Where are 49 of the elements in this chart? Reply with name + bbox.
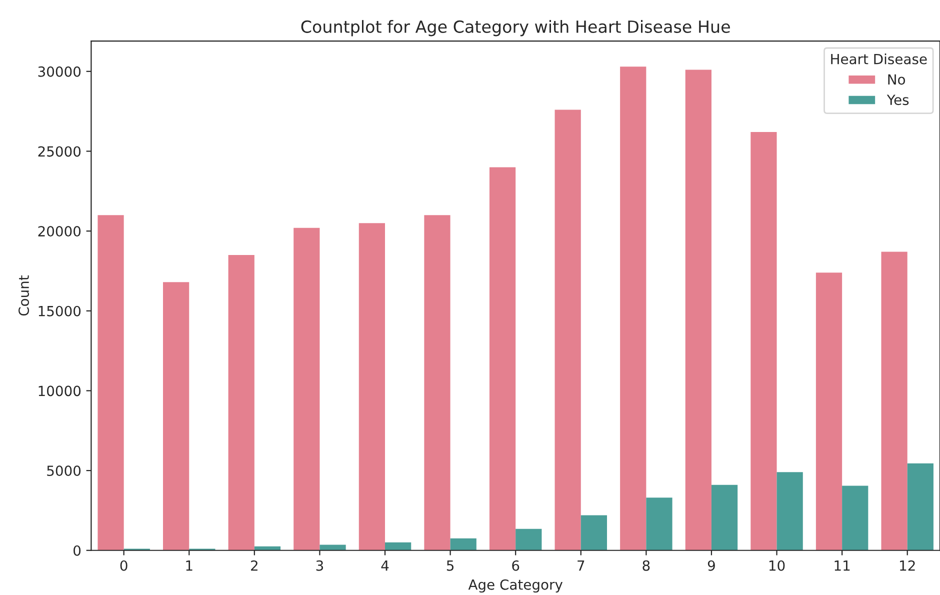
bar <box>620 66 646 550</box>
y-tick-label: 25000 <box>38 146 81 157</box>
x-tick-label: 6 <box>512 560 520 571</box>
x-tick-label: 5 <box>446 560 454 571</box>
x-tick-label: 11 <box>834 560 850 571</box>
y-tick-label: 5000 <box>47 466 81 476</box>
x-tick-label: 12 <box>900 560 915 571</box>
bar <box>450 538 476 550</box>
bar <box>711 484 738 550</box>
y-tick-label: 0 <box>74 545 81 556</box>
bar <box>842 486 868 550</box>
bar <box>358 223 385 550</box>
y-tick-label: 15000 <box>38 306 81 316</box>
bar <box>750 132 777 550</box>
x-tick-label: 1 <box>186 560 192 571</box>
bar <box>320 544 346 550</box>
x-tick-label: 3 <box>316 560 324 571</box>
legend-title: Heart Disease <box>831 54 927 64</box>
bar <box>646 498 672 550</box>
y-tick-label: 20000 <box>38 226 81 237</box>
bar <box>424 215 450 550</box>
x-tick-label: 9 <box>708 560 715 571</box>
legend-label: No <box>888 74 906 85</box>
x-tick-label: 7 <box>578 560 584 571</box>
bar <box>516 528 542 550</box>
bar <box>228 255 254 550</box>
y-axis-title: Count <box>18 275 30 316</box>
bar <box>294 228 320 550</box>
bar <box>816 272 842 550</box>
bar <box>907 463 934 550</box>
bar <box>580 515 607 550</box>
bar <box>489 167 516 550</box>
bar <box>776 472 803 550</box>
x-tick-label: 8 <box>642 560 650 571</box>
bar <box>98 215 124 550</box>
x-tick-label: 4 <box>381 560 389 571</box>
chart-title: Countplot for Age Category with Heart Disease Hue <box>301 20 730 36</box>
bar <box>554 110 581 550</box>
y-tick-label: 10000 <box>38 386 81 396</box>
bar <box>881 252 908 550</box>
x-tick-label: 0 <box>120 560 128 571</box>
x-tick-label: 2 <box>251 560 258 571</box>
bar <box>685 70 712 550</box>
bar <box>163 282 190 550</box>
y-tick-label: 30000 <box>38 66 81 77</box>
x-axis-title: Age Category <box>468 579 563 593</box>
legend-label: Yes <box>886 94 909 106</box>
x-tick-label: 10 <box>769 560 785 571</box>
bar <box>385 542 412 550</box>
